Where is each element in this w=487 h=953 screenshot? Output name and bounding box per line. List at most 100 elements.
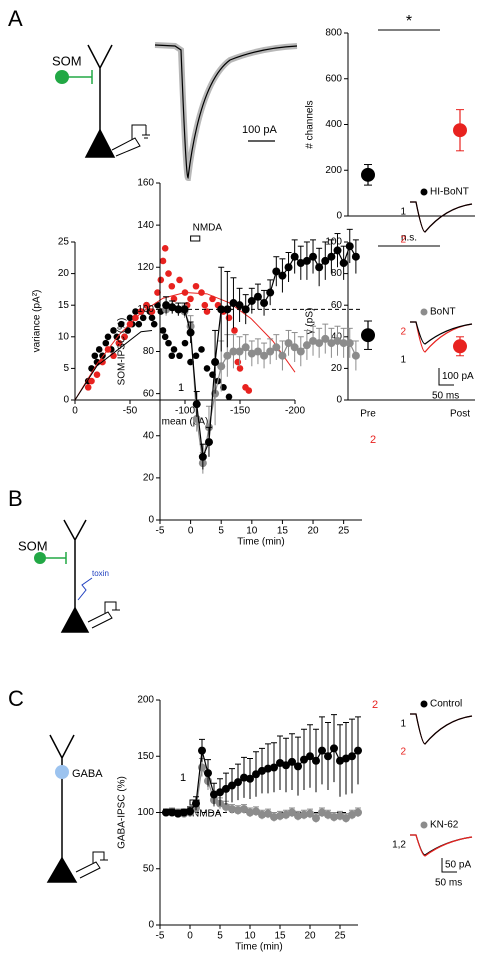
y-tick-label: 0 [148, 920, 154, 931]
point [91, 352, 99, 360]
panel-label: C [8, 686, 24, 711]
point [187, 295, 194, 303]
point [93, 371, 101, 379]
point [201, 301, 209, 309]
point [211, 358, 220, 367]
point [192, 799, 200, 808]
point [216, 788, 224, 797]
point [150, 320, 158, 328]
legend-label: HI-BoNT [430, 187, 469, 198]
point [132, 308, 139, 315]
point [333, 246, 342, 255]
point [345, 339, 354, 348]
point [124, 327, 132, 334]
scale-bar [441, 858, 457, 873]
x-axis-label: Time (min) [235, 942, 282, 953]
point [330, 813, 338, 821]
legend-label: KN-62 [430, 820, 459, 831]
point [342, 754, 350, 763]
inset-trace-label: 2 [400, 747, 406, 758]
point [258, 810, 266, 819]
inset-trace-label: 1 [400, 207, 406, 218]
point [312, 756, 320, 765]
point [228, 781, 236, 790]
x-tick-label: 5 [218, 526, 224, 537]
x-tick-label: 25 [334, 931, 346, 942]
x-tick-label: 0 [188, 526, 194, 537]
y-tick-label: 15 [58, 300, 70, 311]
point [282, 761, 290, 770]
point [284, 339, 293, 348]
point [126, 314, 134, 322]
x-tick-label: 10 [244, 931, 256, 942]
point [210, 790, 218, 799]
point [282, 810, 290, 819]
point [161, 333, 169, 341]
y-axis-label: γ (pS) [305, 308, 316, 335]
y-tick-label: 800 [325, 28, 342, 39]
point [348, 752, 356, 761]
trace-mark: 2 [370, 434, 376, 446]
point [270, 763, 278, 772]
point [354, 808, 362, 817]
legend-swatch [420, 308, 428, 316]
inset-trace-label: 1 [400, 355, 406, 366]
point [104, 333, 112, 341]
y-tick-label: 0 [63, 395, 69, 406]
point [187, 358, 194, 366]
point [306, 809, 314, 818]
point [223, 351, 232, 360]
point [336, 756, 344, 765]
point [309, 252, 318, 261]
point [246, 774, 254, 783]
scale-label: 50 pA [445, 860, 471, 871]
point [342, 814, 350, 823]
panel-label: B [8, 486, 23, 511]
point [288, 757, 296, 766]
y-tick-label: 80 [143, 346, 155, 357]
point [162, 808, 170, 817]
point [95, 346, 103, 353]
point [270, 813, 278, 821]
stimulus-bar [190, 235, 201, 242]
point [284, 263, 293, 272]
dot [453, 123, 467, 138]
point [236, 365, 244, 372]
point [258, 766, 266, 775]
x-tick-label: 15 [277, 526, 289, 537]
scale-label: 100 pA [242, 124, 278, 136]
y-tick-label: 400 [325, 119, 342, 130]
fit-curve [74, 329, 153, 401]
point [220, 384, 227, 391]
point [159, 257, 167, 265]
y-tick-label: 150 [137, 751, 154, 762]
point [354, 746, 362, 755]
x-tick-label: 0 [72, 406, 78, 417]
point [330, 744, 338, 753]
point [203, 365, 211, 372]
point [192, 282, 200, 290]
y-tick-label: 200 [325, 165, 342, 176]
x-tick-label: -5 [156, 931, 165, 942]
point [241, 305, 250, 314]
point [198, 289, 205, 296]
x-axis-label: Time (min) [237, 537, 284, 548]
point [240, 773, 248, 782]
x-tick-label: Post [450, 409, 470, 420]
point [321, 334, 330, 343]
y-tick-label: 100 [325, 237, 342, 248]
point [217, 305, 226, 314]
scale-label: 50 ms [435, 878, 462, 889]
y-tick-label: 20 [143, 473, 155, 484]
inset-trace-label: 1,2 [392, 840, 406, 851]
legend-label: BoNT [430, 307, 456, 318]
point [143, 301, 150, 309]
point [222, 784, 230, 793]
point [266, 288, 275, 297]
point [294, 811, 302, 820]
point [272, 267, 281, 276]
point [223, 305, 232, 314]
point [139, 314, 147, 322]
point [176, 352, 183, 360]
y-tick-label: 100 [137, 807, 154, 818]
